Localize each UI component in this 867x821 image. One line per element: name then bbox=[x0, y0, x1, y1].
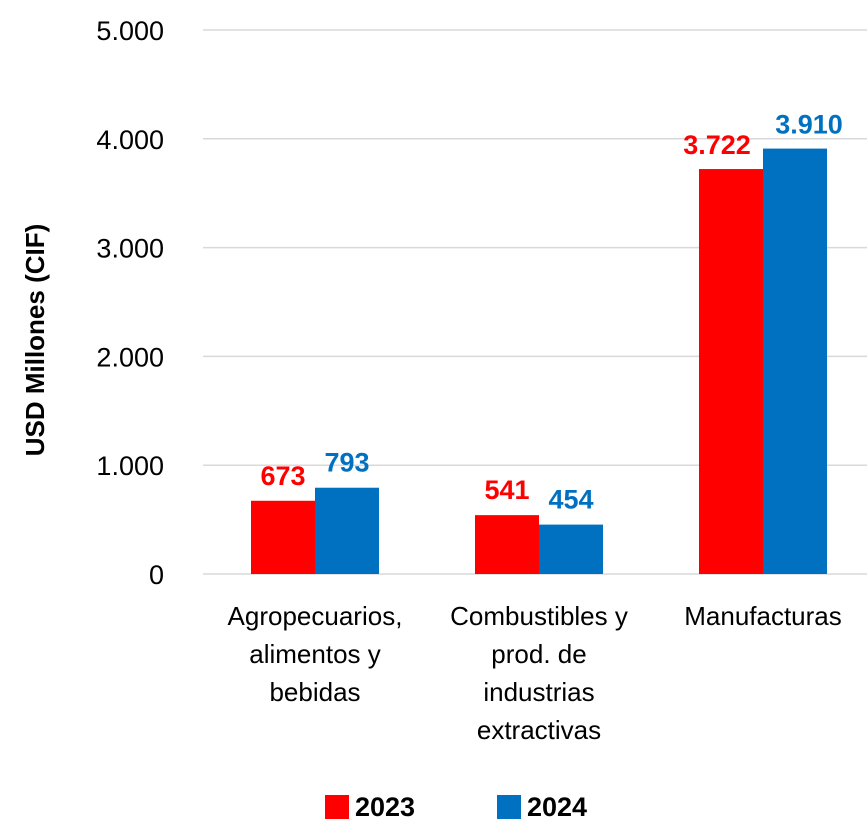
bar-2023-0 bbox=[251, 500, 315, 574]
bar-2023-1 bbox=[475, 515, 539, 574]
data-label-2024-2: 3.910 bbox=[775, 110, 843, 140]
y-tick-label: 5.000 bbox=[96, 16, 164, 46]
y-tick-label: 4.000 bbox=[96, 125, 164, 155]
x-category-label: Agropecuarios, alimentos y bebidas bbox=[228, 601, 403, 707]
y-axis-title: USD Millones (CIF) bbox=[20, 224, 50, 457]
bar-2024-1 bbox=[539, 524, 603, 574]
bar-2024-2 bbox=[763, 148, 827, 575]
data-labels: 673 793 541 454 3.722 3.910 bbox=[260, 110, 842, 515]
x-category-label-line: industrias bbox=[483, 677, 594, 707]
data-label-2023-0: 673 bbox=[260, 461, 305, 491]
bars bbox=[251, 148, 827, 575]
data-label-2024-1: 454 bbox=[548, 485, 593, 515]
x-category-label-line: Agropecuarios, bbox=[228, 601, 403, 631]
x-category-label-line: extractivas bbox=[477, 715, 601, 745]
data-label-2024-0: 793 bbox=[324, 448, 369, 478]
y-tick-label: 1.000 bbox=[96, 451, 164, 481]
legend: 2023 2024 bbox=[325, 792, 587, 821]
x-category-label-line: prod. de bbox=[491, 639, 586, 669]
bar-2024-0 bbox=[315, 487, 379, 574]
x-category-label-line: bebidas bbox=[269, 677, 360, 707]
y-axis-ticks: 0 1.000 2.000 3.000 4.000 5.000 bbox=[96, 16, 164, 590]
bar-2023-2 bbox=[699, 169, 763, 575]
legend-swatch-2023 bbox=[325, 795, 349, 819]
y-tick-label: 2.000 bbox=[96, 342, 164, 372]
y-tick-label: 3.000 bbox=[96, 234, 164, 264]
x-axis-categories: Agropecuarios, alimentos y bebidas Combusti… bbox=[228, 601, 842, 745]
x-category-label-line: Combustibles y bbox=[450, 601, 628, 631]
legend-label-2023: 2023 bbox=[355, 792, 415, 821]
legend-label-2024: 2024 bbox=[527, 792, 587, 821]
legend-swatch-2024 bbox=[497, 795, 521, 819]
data-label-2023-1: 541 bbox=[484, 475, 529, 505]
data-label-2023-2: 3.722 bbox=[683, 130, 751, 160]
x-category-label-line: alimentos y bbox=[249, 639, 381, 669]
x-category-label: Combustibles y prod. de industrias extracti… bbox=[450, 601, 628, 745]
x-category-label: Manufacturas bbox=[684, 601, 842, 631]
x-category-label-line: Manufacturas bbox=[684, 601, 842, 631]
y-tick-label: 0 bbox=[149, 560, 164, 590]
